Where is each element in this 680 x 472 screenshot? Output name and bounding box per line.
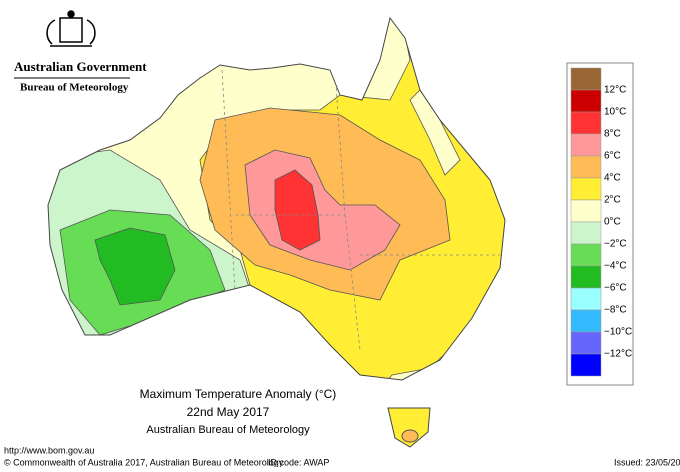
legend-swatch [570,331,602,355]
legend-swatch [570,265,602,289]
legend-label: −10°C [604,327,632,338]
footer-url: http://www.bom.gov.au [4,445,94,455]
legend-label: 12°C [604,85,626,96]
coastline [47,16,506,381]
legend-swatch [570,177,602,201]
legend-swatch [570,155,602,179]
legend-swatch [570,111,602,135]
legend-swatch [570,309,602,333]
legend-label: 2°C [604,195,621,206]
map-title: Maximum Temperature Anomaly (°C) [140,387,337,401]
footer-id: ID code: AWAP [268,457,329,467]
coat-of-arms [46,10,96,47]
map-source: Australian Bureau of Meteorology [146,424,310,436]
legend: 12°C 10°C 8°C 6°C 4°C 2°C 0°C −2°C −4°C −6°C −8°C −… [570,67,632,377]
legend-swatch [570,133,602,157]
legend-label: −6°C [604,283,627,294]
legend-swatch [570,199,602,223]
legend-label: 8°C [604,129,621,140]
legend-label: 10°C [604,107,626,118]
legend-label: 0°C [604,217,621,228]
legend-swatch [570,353,602,377]
footer-issued: Issued: 23/05/2017 [614,457,680,467]
government-name: Australian Government [14,59,147,74]
footer-copyright: © Commonwealth of Australia 2017, Austra… [4,457,284,467]
legend-label: −8°C [604,305,627,316]
tasmania [387,407,431,448]
legend-swatch [570,287,602,311]
legend-label: 4°C [604,173,621,184]
legend-label: −12°C [604,349,632,360]
legend-swatch [570,221,602,245]
legend-label: −4°C [604,261,627,272]
bureau-name: Bureau of Meteorology [20,82,129,94]
legend-label: 6°C [604,151,621,162]
legend-swatch [570,89,602,113]
legend-label: −2°C [604,239,627,250]
legend-swatch [570,67,602,91]
legend-swatch [570,243,602,267]
map-date: 22nd May 2017 [187,405,270,419]
